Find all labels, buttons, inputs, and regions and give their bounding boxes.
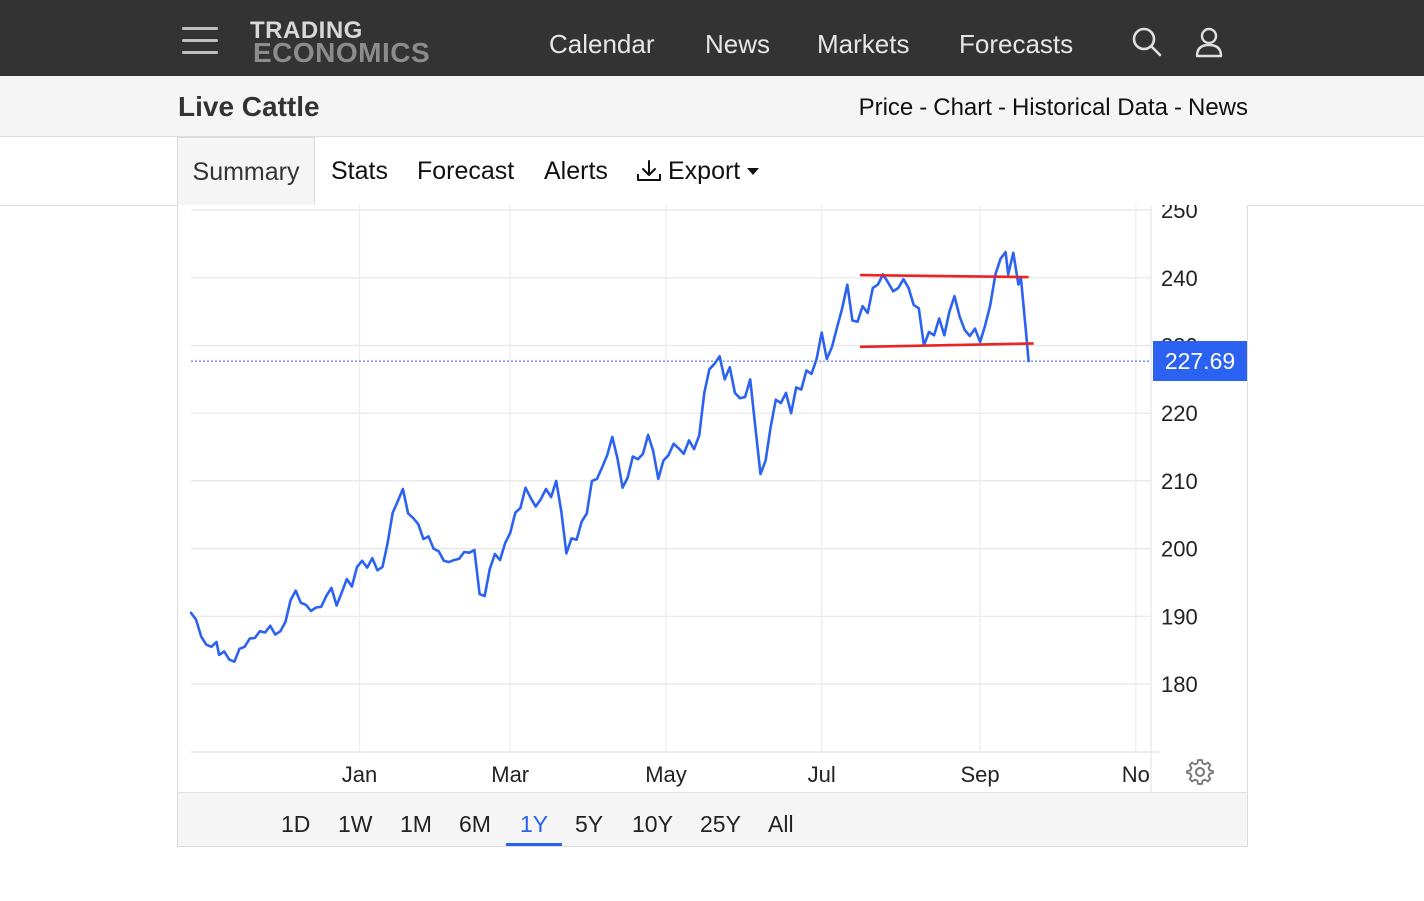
separator: - bbox=[919, 94, 928, 121]
range-button-1m[interactable]: 1M bbox=[400, 811, 432, 837]
x-tick-label: No bbox=[1122, 762, 1150, 787]
x-tick-label: May bbox=[645, 762, 687, 787]
nav-calendar[interactable]: Calendar bbox=[549, 29, 655, 59]
x-tick-label: Sep bbox=[960, 762, 999, 787]
y-tick-label: 250 bbox=[1161, 205, 1198, 223]
chart-tabs: Summary Stats Forecast Alerts Export bbox=[0, 137, 1424, 207]
instrument-header: Live Cattle Price - Chart - Historical Data -… bbox=[0, 76, 1424, 137]
price-series-line bbox=[189, 250, 1030, 663]
nav-markets[interactable]: Markets bbox=[817, 29, 910, 59]
range-button-6m[interactable]: 6M bbox=[459, 811, 491, 837]
price-chart[interactable]: 180190200210220230240250JanMarMayJulSepN… bbox=[178, 205, 1248, 792]
user-account-icon[interactable] bbox=[1193, 26, 1225, 58]
y-tick-label: 190 bbox=[1161, 604, 1198, 629]
link-historical-data[interactable]: Historical Data bbox=[1011, 94, 1168, 121]
y-tick-label: 220 bbox=[1161, 401, 1198, 426]
logo-line2: ECONOMICS bbox=[253, 37, 431, 68]
logo-line1: TRADING bbox=[250, 17, 363, 44]
page-title: Live Cattle bbox=[178, 91, 320, 122]
tab-summary[interactable]: Summary bbox=[177, 137, 315, 207]
link-price[interactable]: Price bbox=[858, 94, 914, 121]
range-button-1w[interactable]: 1W bbox=[338, 811, 373, 837]
caret-down-icon bbox=[747, 168, 760, 175]
active-range-underline bbox=[506, 843, 562, 846]
range-button-1y[interactable]: 1Y bbox=[520, 811, 549, 837]
tab-forecast[interactable]: Forecast bbox=[417, 157, 515, 185]
link-chart[interactable]: Chart bbox=[933, 94, 992, 121]
range-button-5y[interactable]: 5Y bbox=[575, 811, 604, 837]
tab-stats[interactable]: Stats bbox=[331, 157, 388, 185]
range-button-25y[interactable]: 25Y bbox=[700, 811, 741, 837]
hamburger-menu-icon[interactable] bbox=[182, 27, 218, 55]
nav-forecasts[interactable]: Forecasts bbox=[959, 29, 1074, 59]
export-label: Export bbox=[668, 157, 741, 185]
price-chart-panel: 180190200210220230240250JanMarMayJulSepN… bbox=[177, 205, 1248, 847]
tab-alerts[interactable]: Alerts bbox=[544, 157, 608, 185]
range-button-10y[interactable]: 10Y bbox=[632, 811, 673, 837]
channel-annotation-line bbox=[860, 342, 1034, 349]
export-dropdown[interactable]: Export bbox=[636, 137, 760, 206]
site-logo[interactable]: TRADING ECONOMICS bbox=[250, 19, 435, 67]
x-tick-label: Jul bbox=[808, 762, 836, 787]
instrument-links: Price - Chart - Historical Data - News bbox=[859, 94, 1248, 122]
current-price-tag: 227.69 bbox=[1153, 341, 1247, 382]
y-tick-label: 240 bbox=[1161, 266, 1198, 291]
y-tick-label: 210 bbox=[1161, 469, 1198, 494]
y-tick-label: 180 bbox=[1161, 672, 1198, 697]
x-tick-label: Mar bbox=[491, 762, 529, 787]
separator: - bbox=[1173, 94, 1182, 121]
download-icon bbox=[637, 160, 661, 181]
top-navbar: TRADING ECONOMICS Calendar News Markets … bbox=[0, 0, 1424, 76]
range-button-all[interactable]: All bbox=[768, 811, 794, 837]
link-news[interactable]: News bbox=[1187, 94, 1248, 121]
x-tick-label: Jan bbox=[342, 762, 377, 787]
nav-news[interactable]: News bbox=[705, 29, 771, 59]
channel-annotation-line bbox=[860, 273, 1029, 279]
separator: - bbox=[997, 94, 1006, 121]
range-button-1d[interactable]: 1D bbox=[281, 811, 311, 837]
chart-settings-gear-icon[interactable] bbox=[1186, 758, 1214, 786]
time-range-selector: 1D 1W 1M 6M 1Y 5Y 10Y 25Y All bbox=[178, 792, 1247, 846]
search-icon[interactable] bbox=[1131, 26, 1163, 58]
y-tick-label: 200 bbox=[1161, 537, 1198, 562]
